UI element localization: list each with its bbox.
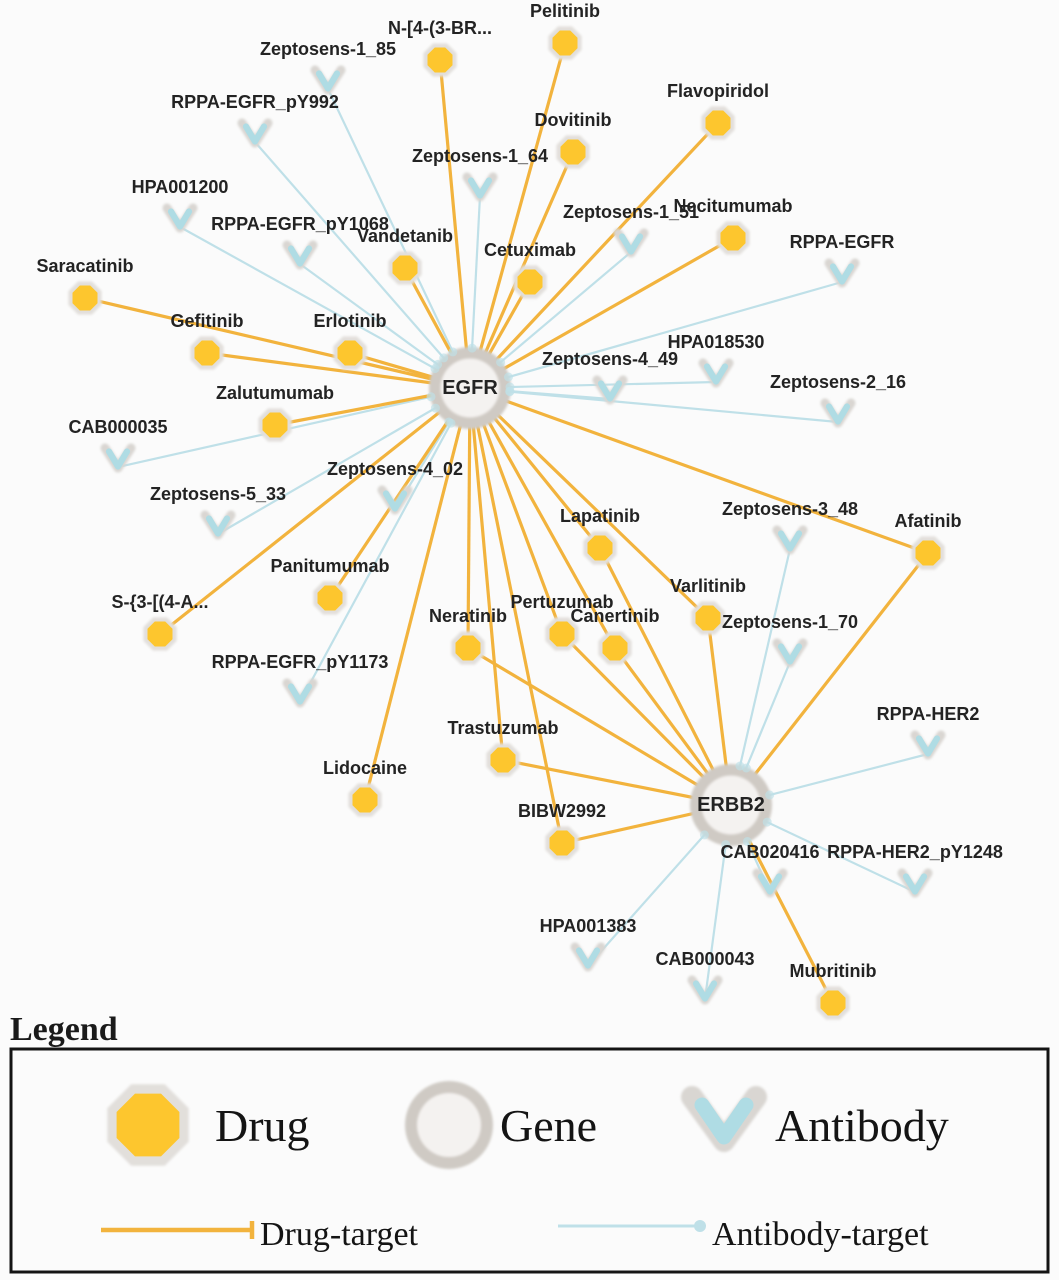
svg-text:Zeptosens-5_33: Zeptosens-5_33 bbox=[150, 484, 286, 504]
svg-text:S-{3-[(4-A...: S-{3-[(4-A... bbox=[111, 592, 208, 612]
svg-text:CAB020416: CAB020416 bbox=[720, 842, 819, 862]
svg-text:Zeptosens-4_02: Zeptosens-4_02 bbox=[327, 459, 463, 479]
svg-text:Drug: Drug bbox=[215, 1100, 310, 1151]
svg-text:RPPA-HER2: RPPA-HER2 bbox=[877, 704, 980, 724]
svg-text:Panitumumab: Panitumumab bbox=[270, 556, 389, 576]
svg-text:Drug-target: Drug-target bbox=[260, 1216, 419, 1253]
svg-text:Vandetanib: Vandetanib bbox=[357, 226, 453, 246]
svg-text:Antibody-target: Antibody-target bbox=[712, 1216, 929, 1253]
svg-text:Zalutumumab: Zalutumumab bbox=[216, 383, 334, 403]
svg-text:HPA001200: HPA001200 bbox=[132, 177, 229, 197]
svg-text:Zeptosens-1_70: Zeptosens-1_70 bbox=[722, 612, 858, 632]
svg-text:Erlotinib: Erlotinib bbox=[314, 311, 387, 331]
svg-text:HPA018530: HPA018530 bbox=[668, 332, 765, 352]
svg-text:Zeptosens-1_85: Zeptosens-1_85 bbox=[260, 39, 396, 59]
svg-text:RPPA-EGFR_pY992: RPPA-EGFR_pY992 bbox=[171, 92, 339, 112]
svg-text:CAB000043: CAB000043 bbox=[655, 949, 754, 969]
svg-text:Afatinib: Afatinib bbox=[895, 511, 962, 531]
svg-text:Necitumumab: Necitumumab bbox=[673, 196, 792, 216]
svg-text:Cetuximab: Cetuximab bbox=[484, 240, 576, 260]
svg-text:Trastuzumab: Trastuzumab bbox=[447, 718, 558, 738]
svg-text:ERBB2: ERBB2 bbox=[697, 794, 765, 816]
svg-text:Zeptosens-3_48: Zeptosens-3_48 bbox=[722, 499, 858, 519]
svg-text:Canertinib: Canertinib bbox=[570, 606, 659, 626]
svg-text:Zeptosens-2_16: Zeptosens-2_16 bbox=[770, 372, 906, 392]
svg-text:HPA001383: HPA001383 bbox=[540, 916, 637, 936]
svg-text:N-[4-(3-BR...: N-[4-(3-BR... bbox=[388, 18, 492, 38]
svg-text:Legend: Legend bbox=[10, 1011, 118, 1048]
svg-text:Zeptosens-1_64: Zeptosens-1_64 bbox=[412, 146, 548, 166]
svg-text:RPPA-EGFR: RPPA-EGFR bbox=[790, 232, 895, 252]
svg-text:Gene: Gene bbox=[500, 1100, 597, 1151]
svg-text:Saracatinib: Saracatinib bbox=[36, 256, 133, 276]
svg-text:Flavopiridol: Flavopiridol bbox=[667, 81, 769, 101]
svg-text:Varlitinib: Varlitinib bbox=[670, 576, 746, 596]
svg-text:Neratinib: Neratinib bbox=[429, 606, 507, 626]
svg-text:Mubritinib: Mubritinib bbox=[790, 961, 877, 981]
svg-text:Lapatinib: Lapatinib bbox=[560, 506, 640, 526]
svg-text:CAB000035: CAB000035 bbox=[68, 417, 167, 437]
svg-text:RPPA-HER2_pY1248: RPPA-HER2_pY1248 bbox=[827, 842, 1003, 862]
svg-text:Dovitinib: Dovitinib bbox=[535, 110, 612, 130]
svg-text:Lidocaine: Lidocaine bbox=[323, 758, 407, 778]
svg-text:Pelitinib: Pelitinib bbox=[530, 1, 600, 21]
svg-text:Gefitinib: Gefitinib bbox=[171, 311, 244, 331]
svg-text:RPPA-EGFR_pY1173: RPPA-EGFR_pY1173 bbox=[212, 652, 389, 672]
svg-text:Antibody: Antibody bbox=[775, 1100, 949, 1151]
svg-text:BIBW2992: BIBW2992 bbox=[518, 801, 606, 821]
svg-text:EGFR: EGFR bbox=[442, 377, 498, 399]
svg-text:Zeptosens-4_49: Zeptosens-4_49 bbox=[542, 349, 678, 369]
